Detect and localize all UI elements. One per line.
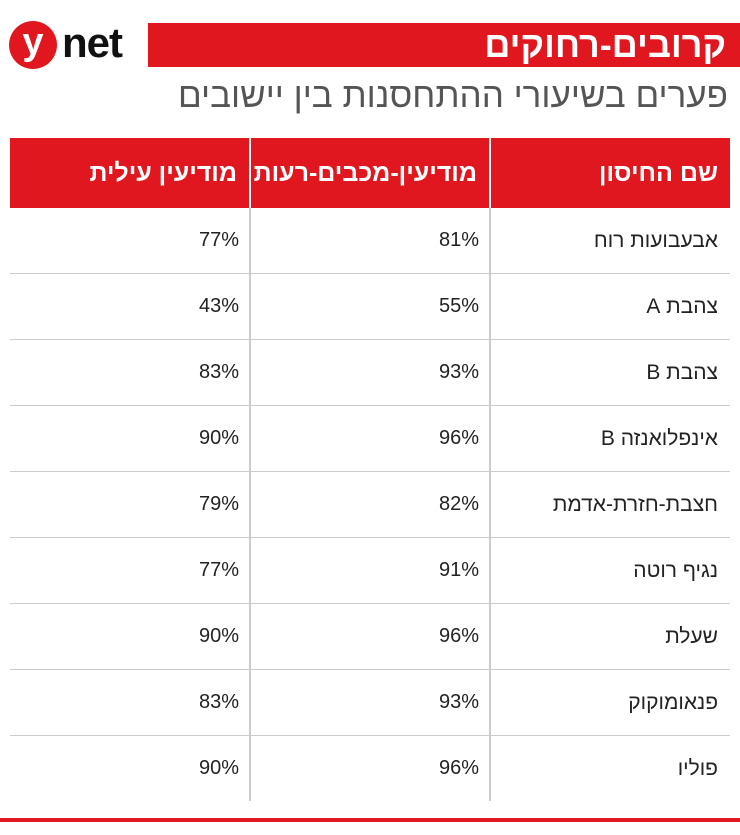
table-row: צהבת B 93% 83%	[10, 339, 730, 406]
vaccine-name: צהבת A	[489, 273, 730, 340]
rate-cell: 43%	[10, 273, 250, 340]
rate-cell: 90%	[10, 405, 250, 472]
table-row: שעלת 96% 90%	[10, 603, 730, 670]
rate-cell: 81%	[249, 208, 490, 274]
vaccine-name: נגיף רוטה	[489, 537, 730, 604]
rate-cell: 93%	[249, 339, 490, 406]
rate-cell: 96%	[249, 405, 490, 472]
vaccine-name: אינפלואנזה B	[489, 405, 730, 472]
vaccine-name: פוליו	[489, 735, 730, 801]
rate-cell: 77%	[198, 229, 239, 251]
vaccine-name: צהבת B	[489, 339, 730, 406]
table-row: פנאומוקוק 93% 83%	[10, 669, 730, 736]
vaccine-name: אבעבועות רוח	[489, 208, 730, 274]
column-header: מודיעין-מכבים-רעות	[249, 138, 490, 208]
rate-cell: 93%	[249, 669, 490, 736]
rate-cell: 90%	[10, 603, 250, 670]
table-body: אבעבועות רוח 81% 77% צהבת A 55% 43% צהבת B 93% 8…	[10, 208, 730, 801]
rate-cell: 79%	[10, 471, 250, 538]
table-head: שם החיסון מודיעין-מכבים-רעות מודיעין עילית	[10, 138, 730, 208]
data-table: שם החיסון מודיעין-מכבים-רעות מודיעין עילית…	[10, 138, 730, 801]
bottom-rule	[0, 818, 740, 822]
table-row: נגיף רוטה 91% 77%	[10, 537, 730, 604]
rate-cell: 96%	[249, 603, 490, 670]
rate-cell: 82%	[249, 471, 490, 538]
rate-cell: 96%	[249, 735, 490, 801]
rate-cell: 91%	[249, 537, 490, 604]
vaccine-name: פנאומוקוק	[489, 669, 730, 736]
table-row: חצבת-חזרת-אדמת 82% 79%	[10, 471, 730, 538]
rate-cell: 77%	[10, 537, 250, 604]
table-row: צהבת A 55% 43%	[10, 273, 730, 340]
title: קרובים-רחוקים	[484, 24, 726, 65]
subtitle: פערים בשיעורי ההתחסנות בין יישובים	[177, 76, 728, 115]
title-bar: קרובים-רחוקים	[148, 23, 740, 67]
rate-cell: 83%	[10, 339, 250, 406]
rate-cell: 83%	[10, 669, 250, 736]
table-row: אבעבועות רוח 81% 77%	[10, 208, 730, 274]
column-header: מודיעין עילית	[10, 138, 250, 208]
vaccine-name: חצבת-חזרת-אדמת	[489, 471, 730, 538]
logo-text: net	[62, 19, 123, 66]
header-row: שם החיסון מודיעין-מכבים-רעות מודיעין עילית	[10, 138, 730, 208]
logo-mark: y	[9, 21, 57, 69]
table-row: אינפלואנזה B 96% 90%	[10, 405, 730, 472]
column-header: שם החיסון	[489, 138, 730, 208]
table-row: פוליו 96% 90%	[10, 735, 730, 801]
rate-cell: 90%	[10, 735, 250, 801]
rate-cell: 55%	[249, 273, 490, 340]
vaccine-name: שעלת	[489, 603, 730, 670]
